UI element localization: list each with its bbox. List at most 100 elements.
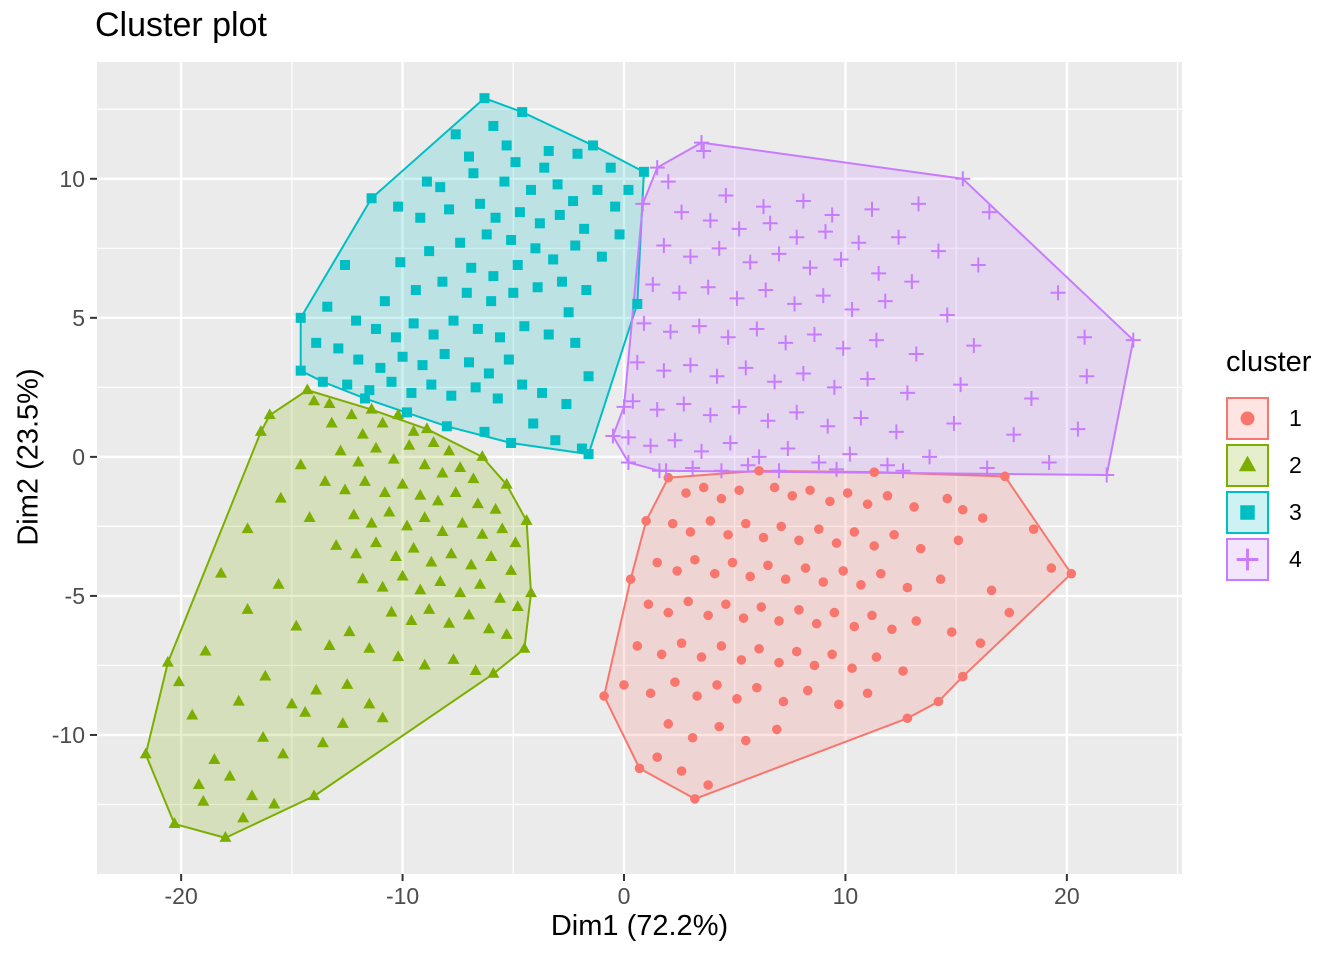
data-point xyxy=(376,711,389,723)
data-point xyxy=(979,460,995,476)
data-point xyxy=(454,461,467,472)
data-point xyxy=(776,521,787,532)
data-point xyxy=(336,717,349,728)
data-point xyxy=(472,323,483,334)
data-point xyxy=(871,652,882,662)
data-point xyxy=(656,238,672,254)
data-point xyxy=(363,697,376,709)
data-point xyxy=(508,287,519,298)
data-point xyxy=(882,491,893,501)
plus-icon xyxy=(1236,548,1259,571)
data-point xyxy=(1077,329,1093,345)
data-point xyxy=(674,204,690,220)
data-point xyxy=(1099,467,1115,483)
data-point xyxy=(789,404,805,420)
data-point xyxy=(396,477,409,489)
data-point xyxy=(1006,427,1022,443)
data-point xyxy=(501,140,512,151)
data-point xyxy=(393,201,404,212)
data-point xyxy=(358,475,371,486)
data-point xyxy=(552,179,563,190)
triangle-legend-key-icon xyxy=(1226,444,1269,487)
y-tick-label: -10 xyxy=(52,722,85,748)
data-point xyxy=(530,243,541,254)
data-point xyxy=(652,752,663,763)
data-point xyxy=(756,602,767,612)
data-point xyxy=(290,619,303,631)
data-point xyxy=(424,246,435,257)
data-point xyxy=(397,351,408,362)
data-point xyxy=(383,505,396,517)
data-point xyxy=(476,450,489,461)
data-point xyxy=(636,315,652,331)
data-point xyxy=(246,789,258,801)
data-point xyxy=(802,260,818,276)
data-point xyxy=(518,641,531,653)
data-point xyxy=(427,436,440,447)
data-point xyxy=(579,223,590,234)
data-point xyxy=(868,332,884,348)
data-point xyxy=(981,204,997,220)
data-point xyxy=(922,449,938,465)
data-point xyxy=(520,514,533,525)
data-point xyxy=(754,643,764,654)
data-point xyxy=(467,472,480,484)
data-point xyxy=(605,162,616,173)
data-point xyxy=(366,193,377,204)
data-point xyxy=(581,285,592,296)
data-point xyxy=(698,482,709,493)
data-point xyxy=(410,285,421,296)
data-point xyxy=(955,171,971,187)
data-point xyxy=(436,525,449,536)
data-point xyxy=(548,254,559,265)
data-point xyxy=(791,646,802,657)
data-point xyxy=(829,461,845,477)
data-point xyxy=(323,639,336,650)
data-point xyxy=(888,424,904,440)
data-point xyxy=(464,357,474,368)
data-point xyxy=(713,463,729,479)
data-point xyxy=(386,376,397,387)
data-point xyxy=(860,371,876,387)
data-point xyxy=(742,254,758,270)
data-point xyxy=(904,274,920,290)
data-point xyxy=(510,157,521,168)
data-point xyxy=(232,694,245,706)
data-point xyxy=(682,357,698,373)
data-point xyxy=(771,463,787,479)
data-point xyxy=(740,518,751,529)
data-point xyxy=(887,624,897,635)
data-point xyxy=(356,427,369,439)
data-point xyxy=(311,337,322,348)
data-point xyxy=(718,187,734,203)
data-point xyxy=(638,166,649,177)
data-point xyxy=(456,516,469,528)
data-point xyxy=(700,279,716,295)
data-point xyxy=(975,638,986,648)
data-point xyxy=(471,497,484,509)
panel-background xyxy=(97,62,1182,874)
data-point xyxy=(446,390,457,401)
data-point xyxy=(667,518,678,529)
data-point xyxy=(295,365,306,376)
x-tick-label: -10 xyxy=(386,883,419,909)
data-point xyxy=(557,276,567,287)
data-point xyxy=(570,337,581,348)
data-point xyxy=(375,362,386,373)
y-axis-title: Dim2 (23.5%) xyxy=(12,368,45,546)
data-point xyxy=(274,491,287,503)
data-point xyxy=(339,483,351,495)
data-point xyxy=(694,135,709,151)
data-point xyxy=(738,360,754,376)
data-point xyxy=(418,458,431,470)
data-point xyxy=(787,296,802,312)
data-point xyxy=(869,467,880,477)
data-point xyxy=(435,182,446,193)
data-point xyxy=(806,327,822,343)
data-point xyxy=(414,583,427,595)
data-point xyxy=(371,323,381,334)
data-point xyxy=(385,605,398,617)
data-point xyxy=(663,324,678,340)
data-point xyxy=(334,444,347,456)
